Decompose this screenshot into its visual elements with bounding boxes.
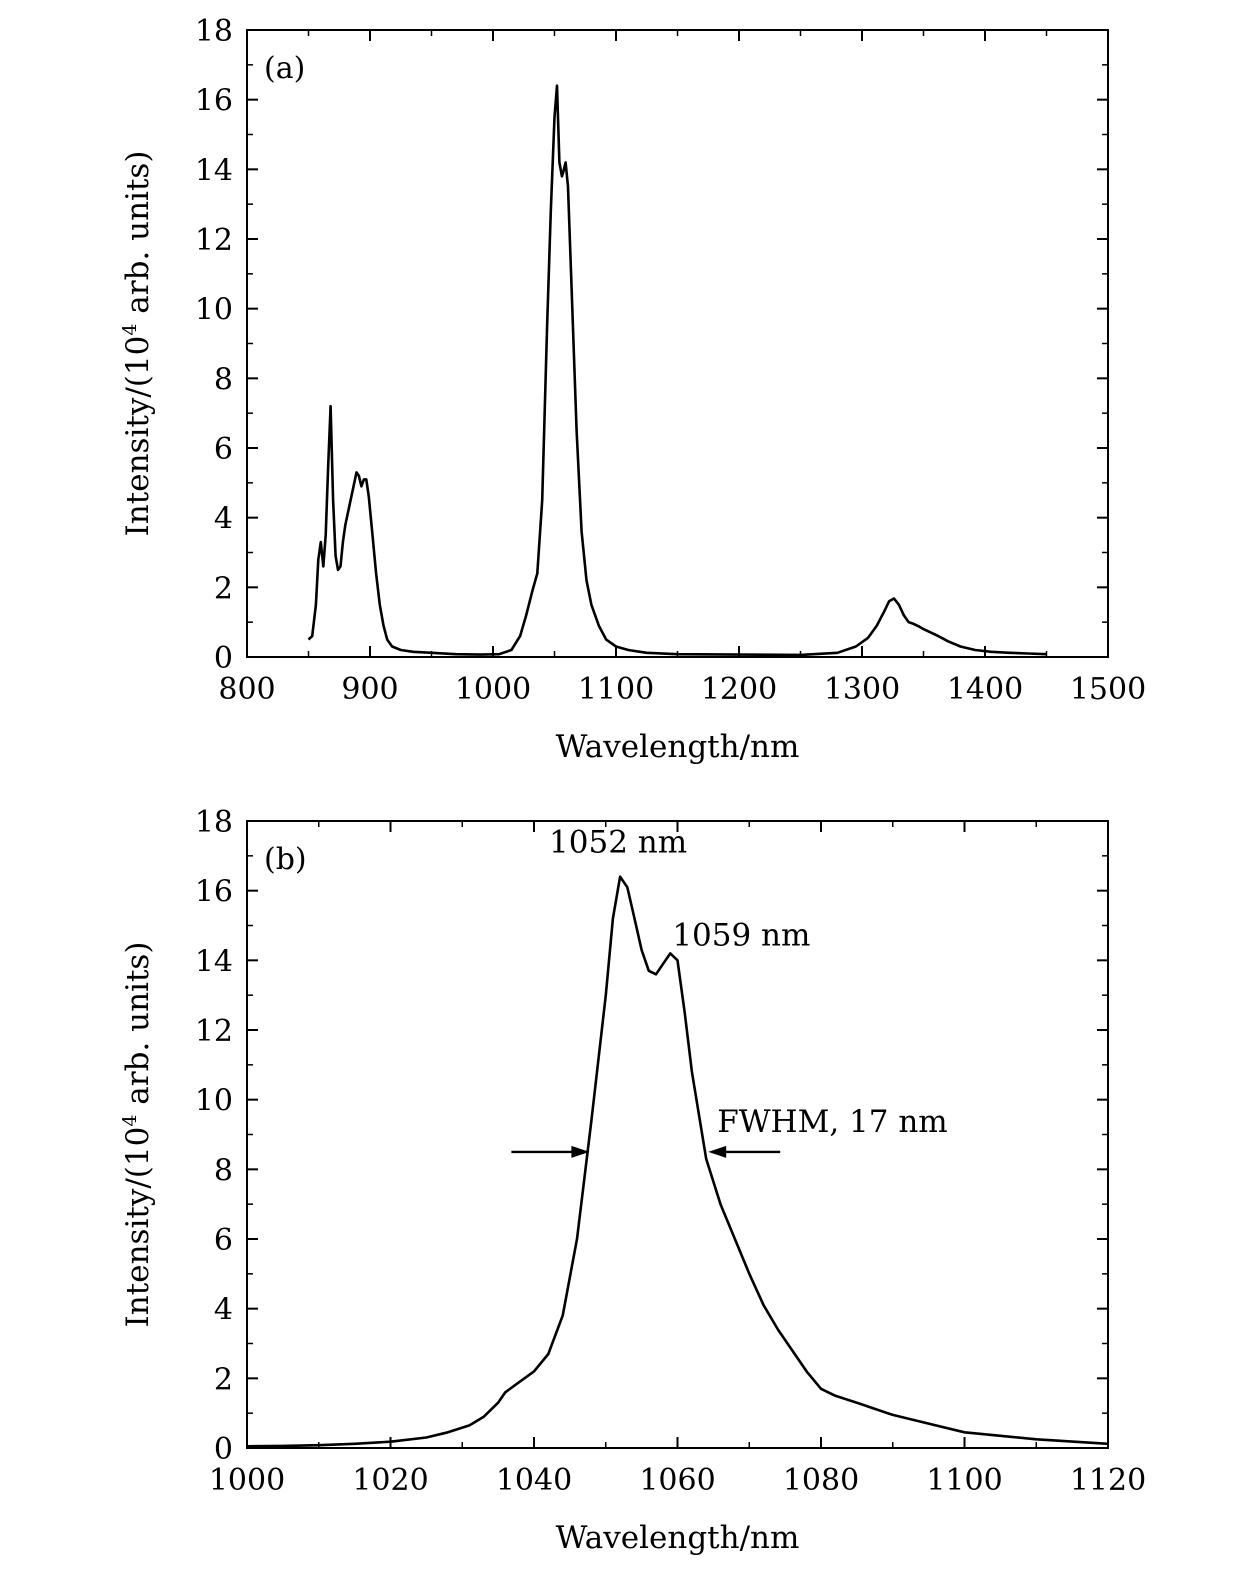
x-tick-label: 800 <box>218 672 275 707</box>
fwhm-arrow-left-head <box>571 1145 590 1158</box>
y-axis-title-prefix: Intensity/(10 <box>120 1127 156 1328</box>
y-axis-title-suffix: arb. units) <box>120 151 156 324</box>
y-axis-title: Intensity/(104 arb. units) <box>119 942 156 1328</box>
x-tick-label: 1100 <box>926 1463 1002 1498</box>
y-tick-label: 8 <box>214 362 233 397</box>
x-tick-label: 1040 <box>496 1463 572 1498</box>
x-tick-label: 1020 <box>352 1463 428 1498</box>
panel-a-chart: 800 900 1000 1100 1200 1300 1400 1500 0 2 4 6 8 10 12 1… <box>119 14 1146 765</box>
y-tick-label: 0 <box>214 1432 233 1467</box>
series-line-a <box>307 84 1047 657</box>
y-tick-label: 4 <box>214 1293 233 1328</box>
peak-label-1059: 1059 nm <box>672 917 810 953</box>
y-tick-label: 10 <box>195 1084 233 1119</box>
y-axis-title-suffix: arb. units) <box>120 942 156 1115</box>
y-tick-label: 18 <box>195 805 233 840</box>
y-tick-label: 6 <box>214 1223 233 1258</box>
y-axis-title-exponent: 4 <box>119 1115 141 1127</box>
x-axis-title: Wavelength/nm <box>556 1520 800 1556</box>
y-tick-label: 12 <box>195 223 233 258</box>
y-tick-label: 4 <box>214 502 233 537</box>
y-tick-label: 16 <box>195 875 233 910</box>
y-tick-label: 2 <box>214 571 233 606</box>
plot-frame <box>246 820 1109 1449</box>
x-tick-label: 1400 <box>947 672 1023 707</box>
fwhm-arrow-right-head <box>708 1145 727 1158</box>
peak-label-1052: 1052 nm <box>549 825 687 861</box>
x-tick-label: 1120 <box>1070 1463 1146 1498</box>
x-tick-label: 900 <box>341 672 398 707</box>
x-tick-label: 1060 <box>639 1463 715 1498</box>
x-axis-title: Wavelength/nm <box>556 729 800 765</box>
x-tick-label: 1200 <box>701 672 777 707</box>
y-tick-label: 14 <box>195 153 233 188</box>
y-tick-label: 0 <box>214 641 233 676</box>
x-tick-label: 1100 <box>578 672 654 707</box>
panel-b-chart: 1000 1020 1040 1060 1080 1100 1120 0 2 4 6 8 10 12 14 1… <box>119 805 1146 1556</box>
y-tick-label: 12 <box>195 1014 233 1049</box>
x-tick-label: 1000 <box>209 1463 285 1498</box>
panel-label: (b) <box>264 842 307 877</box>
y-tick-label: 18 <box>195 14 233 49</box>
y-tick-label: 10 <box>195 293 233 328</box>
x-tick-label: 1000 <box>455 672 531 707</box>
y-tick-label: 8 <box>214 1153 233 1188</box>
y-tick-label: 6 <box>214 432 233 467</box>
x-tick-label: 1300 <box>824 672 900 707</box>
fwhm-label: FWHM, 17 nm <box>717 1104 948 1140</box>
y-axis-title-prefix: Intensity/(10 <box>120 336 156 537</box>
y-tick-label: 14 <box>195 944 233 979</box>
y-axis-title-exponent: 4 <box>119 324 141 336</box>
y-tick-label: 16 <box>195 84 233 119</box>
x-tick-label: 1080 <box>783 1463 859 1498</box>
y-tick-label: 2 <box>214 1362 233 1397</box>
x-tick-label: 1500 <box>1070 672 1146 707</box>
panel-label: (a) <box>264 51 305 86</box>
series-line-b <box>246 875 1109 1448</box>
y-axis-title: Intensity/(104 arb. units) <box>119 151 156 537</box>
